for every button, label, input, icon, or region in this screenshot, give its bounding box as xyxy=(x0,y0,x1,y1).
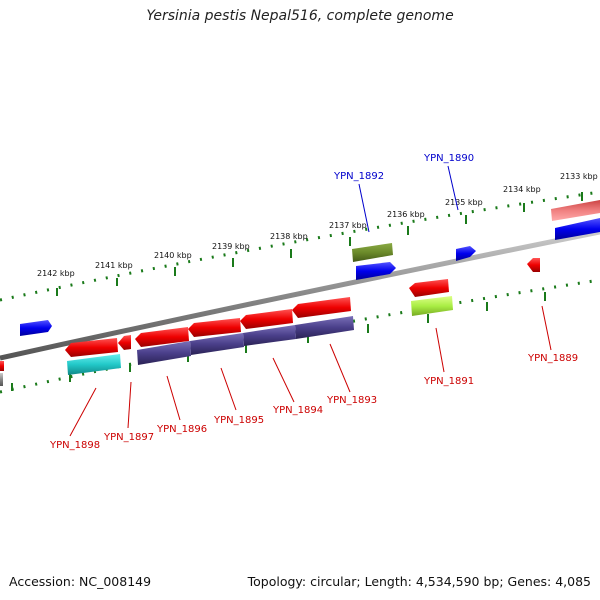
gene-label-ypn1889[interactable]: YPN_1889 xyxy=(527,353,578,364)
gene-label-ypn1892[interactable]: YPN_1892 xyxy=(333,171,384,182)
cds-ypn1891[interactable] xyxy=(411,296,453,316)
inner-scale-track xyxy=(0,278,600,394)
gene-label-ypn1894[interactable]: YPN_1894 xyxy=(272,405,323,416)
reverse-gene-ypn1894[interactable] xyxy=(240,309,293,329)
reverse-gene-ypn1895[interactable] xyxy=(188,318,241,337)
tick-label-2141: 2141 kbp xyxy=(95,261,133,270)
tick-label-2140: 2140 kbp xyxy=(154,251,192,260)
reverse-gene-ypn1896[interactable] xyxy=(135,327,189,347)
cds-ypn1892[interactable] xyxy=(352,243,393,262)
gene-label-ypn1890[interactable]: YPN_1890 xyxy=(423,153,474,164)
gene-label-ypn1891[interactable]: YPN_1891 xyxy=(423,376,474,387)
forward-gene-ypn1892[interactable] xyxy=(356,262,396,280)
inner-major-ticks xyxy=(11,292,546,391)
outer-scale-track xyxy=(0,190,600,302)
reverse-gene-ypn1893[interactable] xyxy=(292,297,351,318)
tick-label-2133: 2133 kbp xyxy=(560,172,598,181)
reverse-gene-edge[interactable] xyxy=(0,361,4,371)
genome-backbone xyxy=(0,229,600,361)
tick-label-2134: 2134 kbp xyxy=(503,185,541,194)
tick-label-2142: 2142 kbp xyxy=(37,269,75,278)
reverse-gene-ypn1889[interactable] xyxy=(527,258,540,272)
tick-label-2139: 2139 kbp xyxy=(212,242,250,251)
label-leaders xyxy=(69,165,552,437)
cds-right-pink[interactable] xyxy=(551,200,600,221)
cds-ypn1893[interactable] xyxy=(295,316,354,339)
gene-label-ypn1893[interactable]: YPN_1893 xyxy=(326,395,377,406)
forward-gene-right[interactable] xyxy=(555,218,600,240)
forward-gene-ypn1890[interactable] xyxy=(456,246,476,261)
reverse-gene-ypn1891[interactable] xyxy=(409,279,449,297)
tick-label-2135: 2135 kbp xyxy=(445,198,483,207)
tick-label-2137: 2137 kbp xyxy=(329,221,367,230)
gene-label-ypn1898[interactable]: YPN_1898 xyxy=(49,440,100,451)
cds-ypn1894[interactable] xyxy=(243,325,296,346)
topology-text: Topology: circular; Length: 4,534,590 bp… xyxy=(247,574,591,589)
reverse-gene-ypn1897[interactable] xyxy=(118,335,131,350)
cds-ypn1895[interactable] xyxy=(190,333,244,355)
gene-label-ypn1897[interactable]: YPN_1897 xyxy=(103,432,154,443)
forward-gene-left[interactable] xyxy=(20,320,52,336)
gene-label-ypn1895[interactable]: YPN_1895 xyxy=(213,415,264,426)
cds-edge-grey[interactable] xyxy=(0,373,3,386)
tick-label-2136: 2136 kbp xyxy=(387,210,425,219)
tick-label-2138: 2138 kbp xyxy=(270,232,308,241)
cds-ypn1898[interactable] xyxy=(67,354,121,375)
genome-title: Yersinia pestis Nepal516, complete genom… xyxy=(146,8,454,24)
reverse-gene-ypn1898[interactable] xyxy=(65,338,118,357)
outer-major-ticks xyxy=(56,192,583,296)
gene-label-ypn1896[interactable]: YPN_1896 xyxy=(156,424,207,435)
accession-text: Accession: NC_008149 xyxy=(9,574,152,589)
cds-ypn1896[interactable] xyxy=(137,341,191,365)
